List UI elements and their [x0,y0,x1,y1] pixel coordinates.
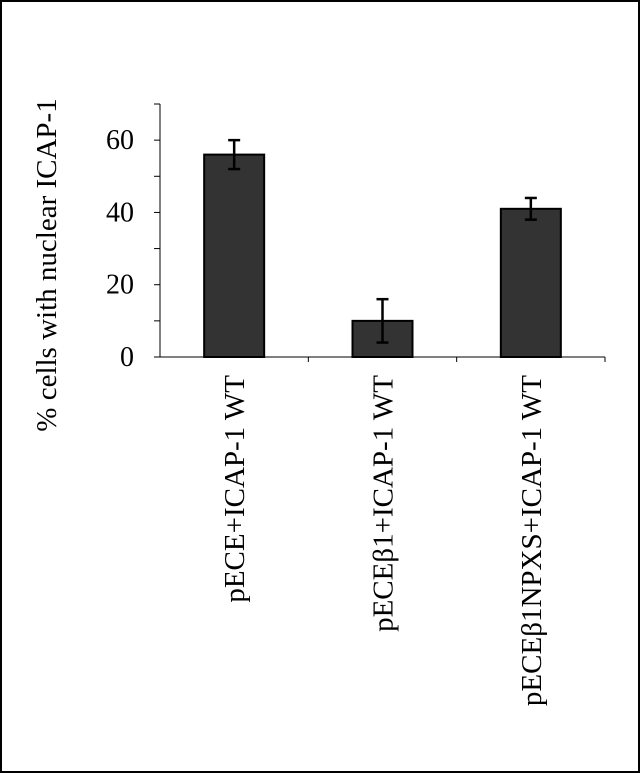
bar [203,153,266,358]
y-tick-label: 20 [106,270,134,301]
x-tick-label: pECE+ICAP-1 WT [219,375,251,603]
x-tick-label: pECEβ1NPXS+ICAP-1 WT [516,375,548,706]
y-axis-label: % cells with nuclear ICAP-1 [31,98,63,431]
chart-error-bars [228,138,537,344]
bar [499,207,562,358]
x-tick-labels: pECE+ICAP-1 WT pECEβ1+ICAP-1 WT pECEβ1NPXS… [219,375,548,706]
y-tick-label: 0 [120,342,134,373]
y-tick-label: 40 [106,197,134,228]
y-tick-labels: 0 20 40 60 [106,125,134,373]
y-tick-label: 60 [106,125,134,156]
x-tick-label: pECEβ1+ICAP-1 WT [368,375,400,632]
